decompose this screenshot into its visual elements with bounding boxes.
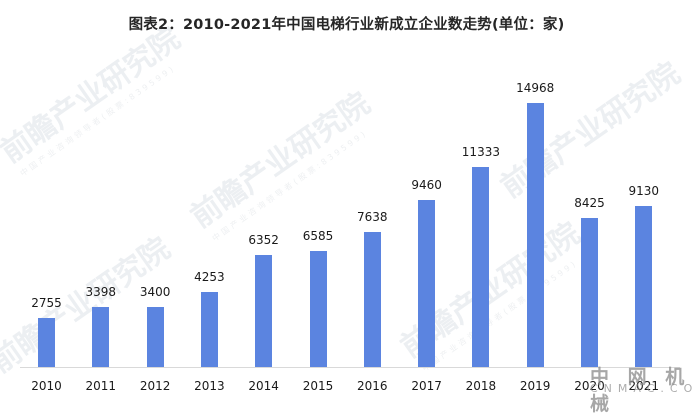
x-tick-label: 2017	[411, 379, 442, 393]
bar-2018	[472, 167, 490, 367]
data-label: 3400	[139, 285, 171, 300]
x-tick-label: 2010	[31, 379, 62, 393]
bar-2017	[418, 200, 436, 367]
bar-2010	[38, 318, 55, 367]
data-label: 7638	[357, 210, 388, 225]
x-tick-label: 2011	[85, 379, 117, 393]
bar-2014	[255, 254, 273, 367]
data-label: 9130	[628, 183, 660, 198]
bar-2015	[309, 250, 327, 367]
bar-2021	[635, 205, 653, 367]
bar-chart: 2755 2010 3398 2011 3400 2012 4253 2013 6352 2014…	[20, 81, 680, 393]
bar-2016	[363, 232, 381, 367]
bar-2012	[146, 307, 164, 367]
data-label: 3398	[85, 285, 117, 300]
data-label: 6352	[248, 232, 279, 247]
data-label: 6585	[302, 228, 334, 243]
data-label: 2755	[31, 296, 62, 311]
x-tick-label: 2014	[248, 379, 279, 393]
x-tick-label: 2016	[357, 379, 388, 393]
x-tick-label: 2013	[194, 379, 225, 393]
data-label: 9460	[411, 178, 442, 193]
chart-title: 图表2：2010-2021年中国电梯行业新成立企业数走势(单位：家)	[128, 17, 565, 33]
x-tick-label: 2012	[139, 379, 171, 393]
x-tick-label: 2019	[519, 379, 551, 393]
x-tick-label: 2021	[628, 379, 660, 393]
x-tick-label: 2015	[302, 379, 334, 393]
brand-url-watermark: CNMAC.COM	[590, 382, 693, 395]
bar-2011	[92, 307, 110, 367]
bar-2020	[581, 218, 598, 367]
x-axis-line	[20, 367, 680, 368]
data-label: 14968	[516, 81, 555, 95]
data-label: 4253	[194, 269, 225, 284]
x-tick-label: 2020	[574, 379, 605, 393]
bar-2019	[526, 103, 544, 367]
data-label: 11333	[461, 145, 500, 160]
data-label: 8425	[574, 196, 605, 211]
x-tick-label: 2018	[465, 379, 497, 393]
bar-2013	[200, 291, 218, 367]
